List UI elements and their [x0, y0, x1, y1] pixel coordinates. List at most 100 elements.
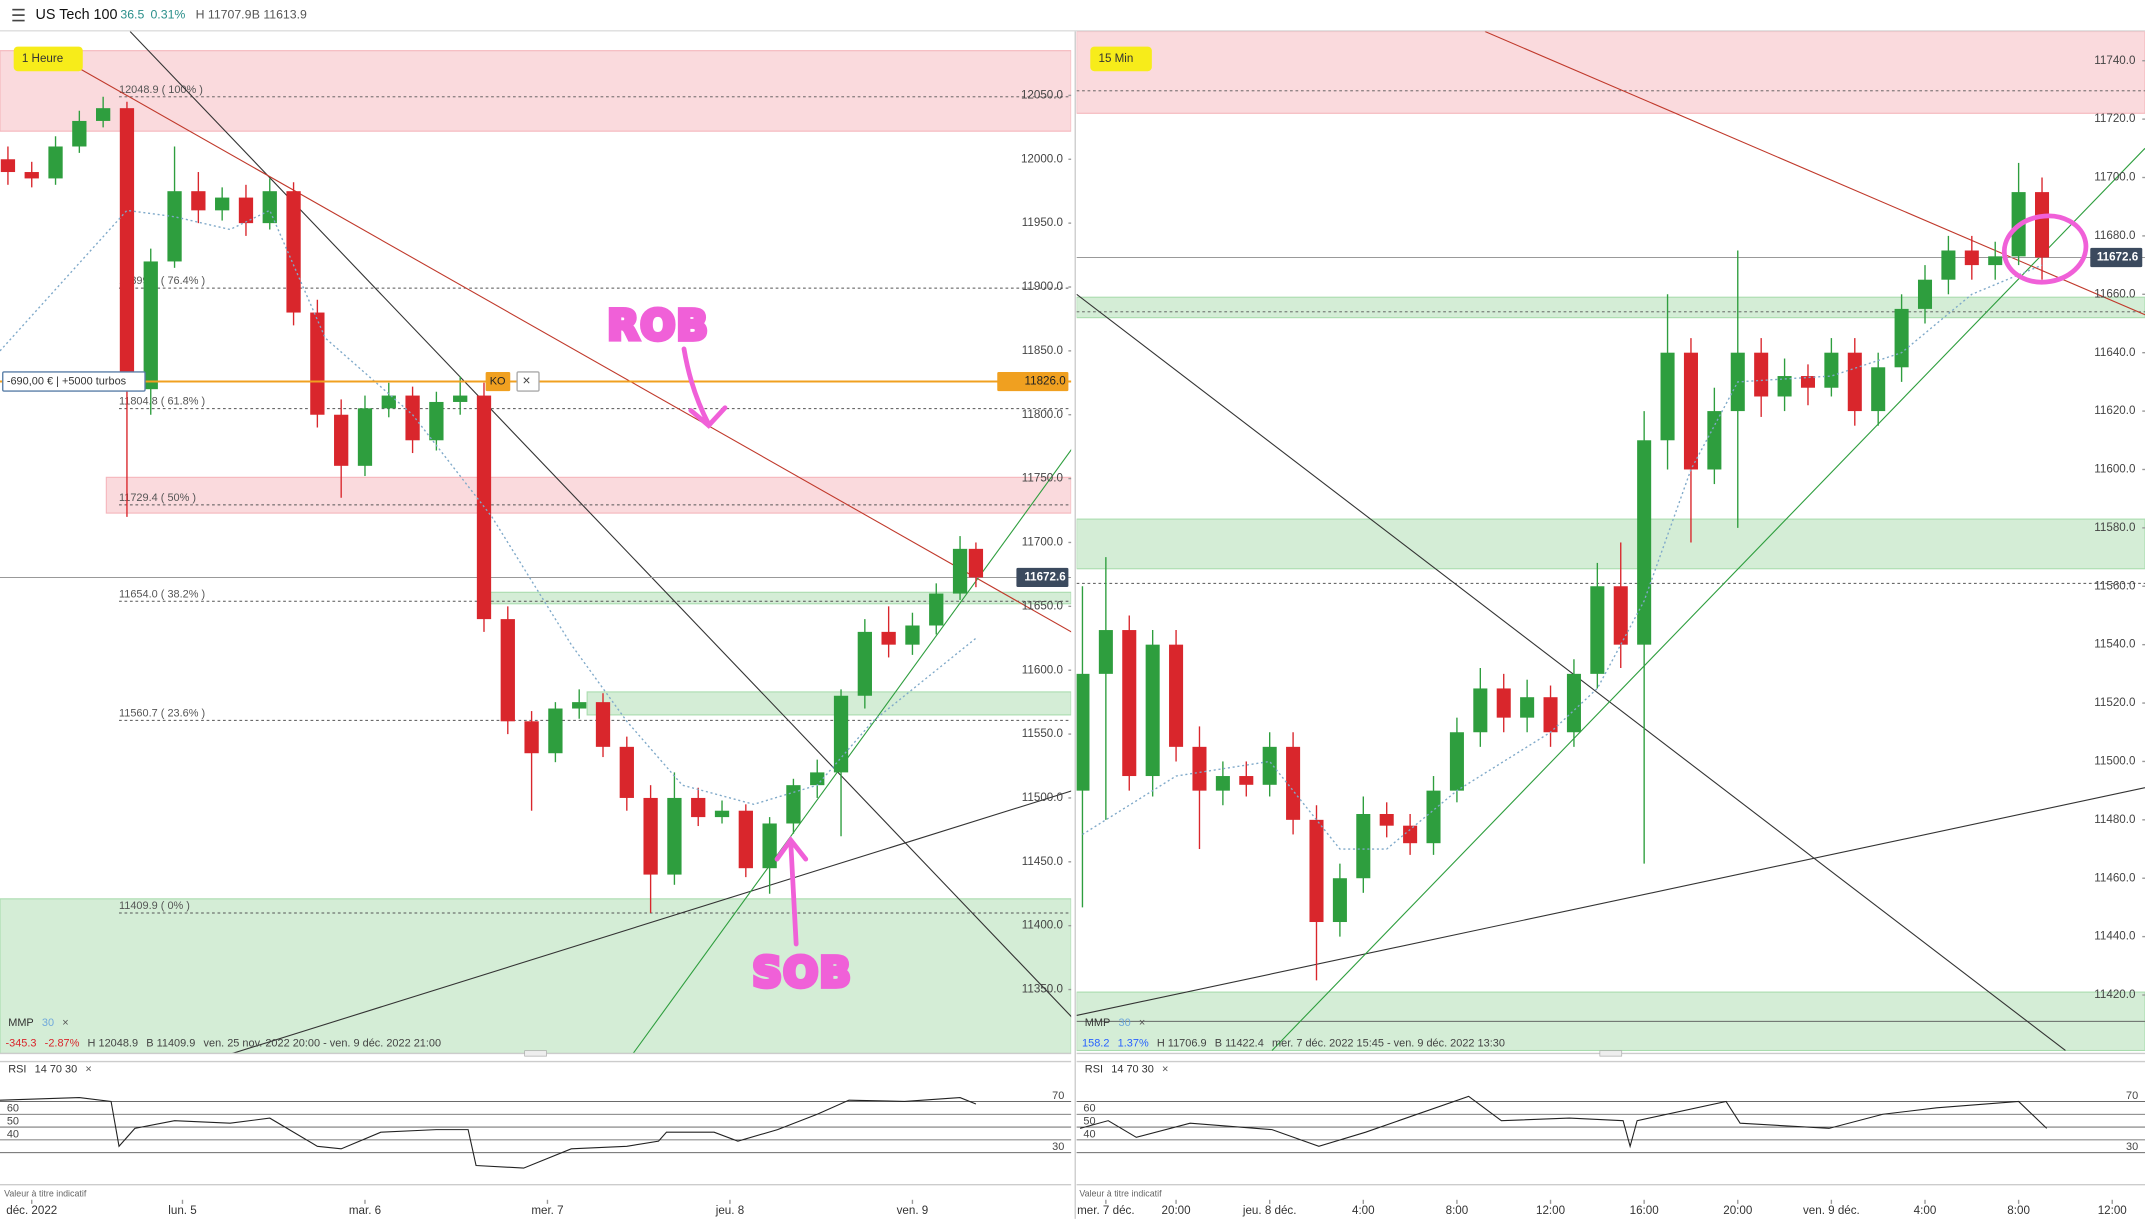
header-high: H 11707.9 [196, 7, 252, 21]
annotations: ROB SOB [605, 213, 2089, 999]
stat-high: H 12048.9 [88, 1038, 138, 1050]
annotation-arrow [681, 346, 728, 429]
candle-body [1566, 673, 1581, 733]
x-tick-label: ven. 9 déc. [1803, 1204, 1860, 1217]
fib-label: 12048.9 ( 100% ) [119, 84, 203, 96]
x-tick-label: mer. 7 [531, 1204, 563, 1217]
ko-tag [485, 371, 511, 392]
trend-line [1271, 147, 2145, 1051]
zone [483, 591, 1072, 605]
timeframe-label: 15 Min [1098, 52, 1133, 65]
stat-high: H 11706.9 [1157, 1038, 1207, 1050]
candle-body [833, 695, 849, 773]
position-box [2, 371, 146, 392]
y-tick-label: 11500.0 [2094, 755, 2135, 768]
chart-panel: 12048.9 ( 100% ) 11899.1 ( 76.4% ) 11804.8… [0, 31, 1072, 1217]
zone [1076, 31, 2145, 114]
candle-body [262, 191, 277, 224]
annotation-arrow [774, 836, 809, 947]
candle-body [1590, 586, 1605, 674]
y-tick-label: 11480.0 [2094, 813, 2135, 826]
stat-low: B 11409.9 [146, 1038, 195, 1050]
zone [105, 476, 1072, 514]
candle-body [1076, 673, 1090, 791]
ko-close-button[interactable] [516, 371, 540, 392]
y-tick-label: 11740.0 [2094, 54, 2135, 67]
candle-body [929, 593, 944, 626]
pane-resize-handle[interactable] [524, 1050, 547, 1057]
candle-body [1520, 697, 1535, 718]
candle-body [381, 395, 396, 409]
y-tick-label: 11800.0 [1022, 408, 1063, 421]
y-tick-label: 11950.0 [1022, 216, 1063, 229]
rsi-close: × [85, 1064, 91, 1076]
last-price-tag [2090, 247, 2143, 268]
rsi-close: × [1162, 1064, 1168, 1076]
annotation-rob: ROB [607, 301, 709, 349]
fib-label: 11409.9 ( 0% ) [119, 900, 190, 912]
rsi-name: RSI [1085, 1064, 1103, 1076]
candle-body [476, 395, 492, 620]
candle-body [1894, 308, 1909, 368]
x-tick-label: 20:00 [1162, 1204, 1191, 1217]
y-tick-label: 11520.0 [2094, 696, 2135, 709]
annotation-circle [2001, 213, 2089, 285]
trend-line [1484, 31, 2145, 316]
ma-close: × [1139, 1017, 1145, 1029]
candle-body [881, 631, 896, 645]
candle-body [453, 395, 468, 402]
y-tick-label: 11850.0 [1022, 344, 1063, 357]
y-tick-label: 11660.0 [2094, 287, 2135, 300]
y-tick-label: 11700.0 [1022, 536, 1063, 549]
x-tick-label: 20:00 [1723, 1204, 1752, 1217]
y-tick-label: 11900.0 [1022, 280, 1063, 293]
pane-resize-handle[interactable] [1599, 1050, 1623, 1057]
y-tick-label: 11700.0 [2094, 171, 2135, 184]
candle-body [786, 785, 801, 824]
candle-body [1871, 367, 1886, 412]
candle-body [1754, 352, 1769, 397]
last-price-label: 11672.6 [2097, 251, 2139, 264]
stat-change: -345.3 [5, 1038, 36, 1050]
disclaimer: Valeur à titre indicatif [4, 1189, 87, 1199]
stat-change-pct: 1.37% [1118, 1038, 1149, 1050]
candle-body [905, 625, 920, 645]
plot-area [1076, 31, 2145, 1052]
ko-price-label: 11826.0 [1025, 375, 1066, 388]
candle-body [96, 108, 111, 121]
y-tick-label: 11600.0 [1022, 663, 1063, 676]
candle-body [572, 702, 587, 709]
moving-average [0, 209, 977, 806]
timeframe-highlight [13, 46, 83, 72]
y-tick-label: 11400.0 [1022, 919, 1063, 932]
x-tick-label: 8:00 [1446, 1204, 1469, 1217]
candle-body [1917, 279, 1933, 309]
trend-line [54, 54, 1072, 633]
candle-body [1403, 825, 1418, 844]
candle-body [167, 191, 182, 262]
y-tick-label: 11460.0 [2094, 871, 2135, 884]
moving-average [1082, 264, 2043, 850]
candle-body [1449, 732, 1464, 791]
rsi-level-label: 60 [7, 1103, 19, 1115]
candle-body [619, 746, 634, 798]
candle-body [1239, 776, 1254, 785]
candle-body [762, 823, 777, 869]
zone [1076, 518, 2145, 570]
candle-body [1496, 688, 1511, 718]
rsi-level-label: 30 [2126, 1141, 2138, 1153]
x-tick-label: mar. 6 [349, 1204, 381, 1217]
fib-label: 11654.0 ( 38.2% ) [119, 588, 205, 600]
candle-body [1683, 352, 1698, 470]
candle-body [810, 772, 825, 786]
legend: MMP 30 × 158.2 1.37% H 11706.9 B 11422.4 mer. 7… [1082, 1017, 1505, 1050]
y-tick-label: 11420.0 [2094, 988, 2135, 1001]
rsi-line [1079, 1095, 2048, 1149]
menu-icon[interactable] [12, 8, 25, 22]
x-tick-label: ven. 9 [897, 1204, 929, 1217]
candle-body [72, 120, 87, 147]
position-label: -690,00 € | +5000 turbos [7, 375, 127, 387]
candle-body [952, 548, 968, 594]
y-tick-label: 11350.0 [1022, 983, 1063, 996]
